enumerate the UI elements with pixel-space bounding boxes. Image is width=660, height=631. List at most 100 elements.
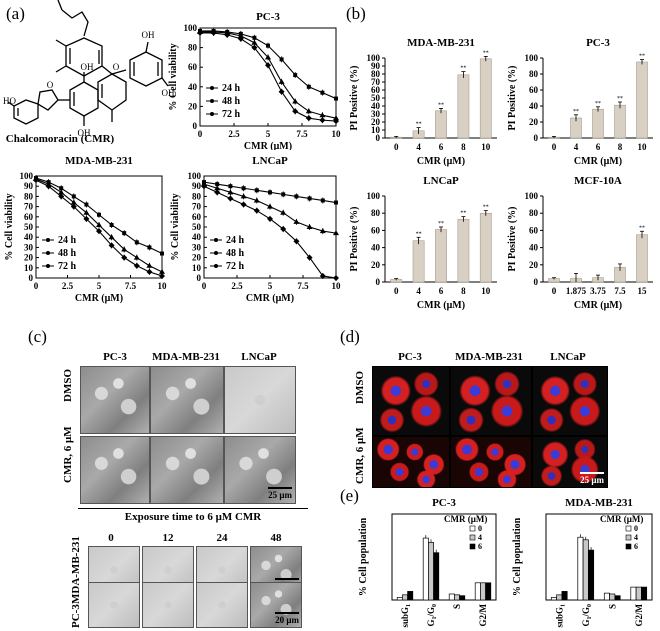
x-tick-label: 1.875 [566,286,587,296]
micrograph-c-lncap-dmso [224,366,296,434]
data-point [293,73,298,78]
c-col-pc3: PC-3 [103,351,127,363]
y-tick-label: 60 [24,212,34,222]
y-tick-label: 80 [192,191,202,201]
data-point [320,198,325,203]
y-axis-label: PI Positive (%) [349,66,360,131]
chemical-structure: OH OH OH OH O O HO Chalcomoracin (CMR) [3,0,175,145]
c-scale-bar: 25 μm [268,487,292,500]
data-point [214,185,221,191]
y-tick-label: 80 [188,43,198,53]
x-axis-label: CMR (μM) [417,156,465,167]
legend-label: 0 [478,524,482,533]
x-axis-label: CMR (μM) [246,293,294,304]
legend-label: 48 h [58,248,77,259]
significance-mark: ** [639,225,645,231]
legend-label: 72 h [226,261,245,272]
x-tick-label: 10 [332,129,342,139]
x-tick-label: 0 [552,142,557,152]
x-tick-label: 6 [596,142,601,152]
y-tick-label: 20 [529,260,539,270]
bar-10 [636,61,648,139]
data-point [122,231,127,236]
x-tick-label: 0 [202,281,207,291]
data-point [83,209,90,215]
y-tick-label: 90 [371,61,381,71]
data-point [84,202,89,207]
bar-8 [614,104,626,139]
y-tick-label: 50 [24,222,34,232]
plot-frame [545,513,653,601]
micrograph-time-pc3-48: 20 μm [250,582,302,628]
x-tick-label: subG1 [554,604,566,628]
data-point [70,203,77,210]
micrograph-time-pc3-12 [142,582,194,628]
y-axis-label: % Cell viability [170,193,181,260]
bar-subG1-4 [556,594,563,601]
data-point [334,200,338,205]
significance-mark: ** [460,211,466,217]
legend-marker [210,99,214,103]
bar-subG1-0 [396,597,403,601]
bar-G1/G0-4 [582,539,589,601]
bar-S-6 [459,595,466,601]
x-tick-label: S [607,604,617,609]
y-tick-label: 0 [193,121,198,131]
data-point [265,62,271,69]
y-tick-label: 60 [192,212,202,222]
y-tick-label: 50 [192,222,202,232]
y-tick-label: 100 [367,53,381,63]
micrograph-c-lncap-cmr: 25 μm [224,436,296,504]
bar-G2/M-4 [635,586,642,601]
x-tick-label: 2.5 [231,281,243,291]
data-point [147,245,152,250]
bar-6 [592,108,604,139]
legend-label: 24 h [222,83,241,94]
y-tick-label: 20 [24,253,34,263]
pi-chart-mcf10a: MCF-10A 0 20 40 60 80 100 0 1.875 3.75 7.5 ** 15 CMR … [507,175,653,311]
chart-title: PC-3 [586,37,610,49]
x-axis-label: CMR (μM) [244,141,292,150]
data-point [227,189,234,195]
data-point [33,177,39,184]
time-scale-bar-pc3: 20 μm [275,612,299,625]
y-axis-label: PI Positive (%) [507,207,518,272]
y-tick-label: 0 [534,277,539,287]
data-point [96,228,102,235]
legend-label: 48 h [226,248,245,259]
x-tick-label: S [452,604,462,609]
chart-title: MCF-10A [574,175,622,187]
legend-label: 6 [478,542,482,551]
data-point [251,39,258,45]
legend-label: 4 [634,533,638,542]
x-tick-label: 7.5 [125,281,137,291]
y-tick-label: 90 [24,181,34,191]
data-point [292,98,299,104]
y-tick-label: 0 [29,273,34,283]
data-point [59,186,64,191]
significance-mark: ** [438,221,444,227]
data-point [133,262,140,269]
data-point [146,268,153,275]
data-point [319,272,326,279]
bar-G2/M-4 [480,582,486,601]
data-point [334,96,338,101]
data-point [254,188,259,193]
y-tick-label: 80 [24,191,34,201]
x-tick-label: 0 [552,286,557,296]
y-tick-label: 30 [371,109,381,119]
significance-mark: ** [483,50,489,56]
bar-subG1-4 [402,594,408,601]
bar-S-0 [603,592,610,601]
legend-marker [214,264,218,268]
y-tick-label: 30 [24,242,34,252]
y-tick-label: 80 [529,208,539,218]
bar-G1/G0-0 [422,537,429,601]
bar-10 [479,212,492,283]
y-axis-label: % Cell viability [168,43,179,110]
bar-G2/M-6 [641,586,648,601]
y-tick-label: 70 [24,202,34,212]
legend-marker [46,264,50,268]
x-tick-label: 10 [481,142,491,152]
y-tick-label: 80 [371,69,381,79]
